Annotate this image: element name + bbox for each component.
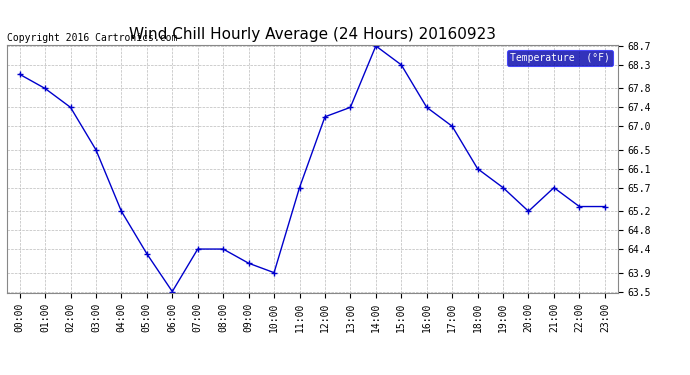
Text: Copyright 2016 Cartronics.com: Copyright 2016 Cartronics.com (7, 33, 177, 42)
Title: Wind Chill Hourly Average (24 Hours) 20160923: Wind Chill Hourly Average (24 Hours) 201… (129, 27, 495, 42)
Legend: Temperature  (°F): Temperature (°F) (507, 50, 613, 66)
